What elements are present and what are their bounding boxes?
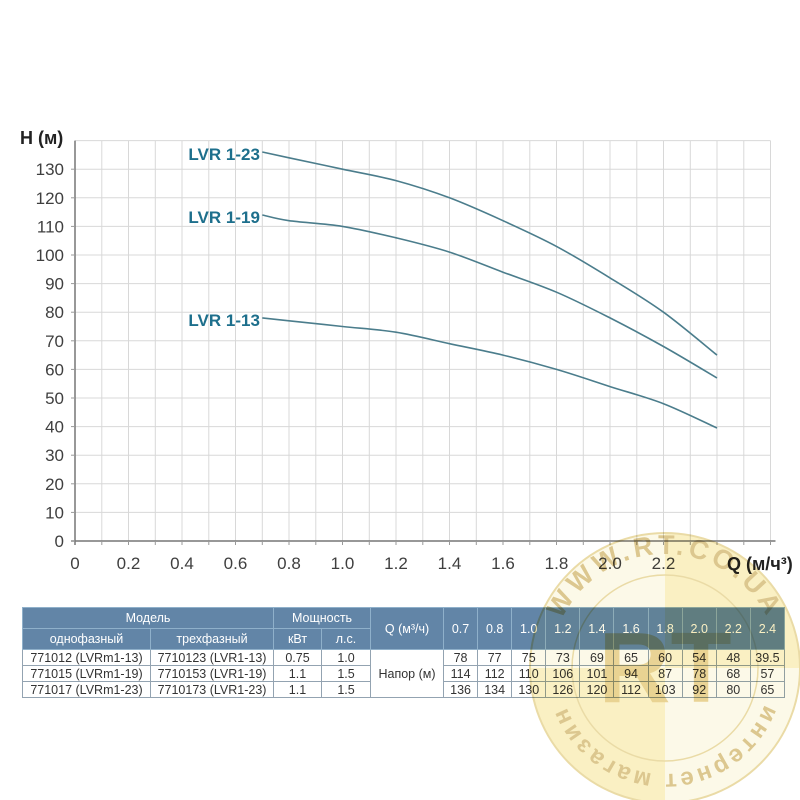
col-header-q-value: 0.7 <box>443 607 479 650</box>
cell-model-single: 771012 (LVRm1-13) <box>22 649 151 666</box>
x-tick-label: 1.6 <box>491 554 515 573</box>
cell-head-value: 92 <box>681 681 717 698</box>
cell-head-value: 87 <box>647 665 683 682</box>
y-tick-label: 50 <box>45 389 64 408</box>
col-header-q-value: 2.2 <box>715 607 751 650</box>
pump-curve <box>262 317 718 429</box>
cell-head-value: 126 <box>545 681 581 698</box>
cell-head-value: 73 <box>545 649 581 666</box>
cell-head-value: 103 <box>647 681 683 698</box>
cell-power-hp: 1.5 <box>320 665 372 682</box>
cell-power-kw: 0.75 <box>273 649 322 666</box>
cell-model-three: 7710173 (LVR1-23) <box>150 681 274 698</box>
cell-head-label: Напор (м) <box>370 649 445 698</box>
cell-head-value: 75 <box>511 649 547 666</box>
pump-curve-chart: 0 10 20 30 40 50 60 70 80 90 100 110 120 130 0 0.2 0.4 0.… <box>20 128 793 574</box>
cell-head-value: 69 <box>579 649 615 666</box>
x-tick-label: 0.4 <box>170 554 194 573</box>
cell-head-value: 39.5 <box>749 649 786 666</box>
x-tick-label: 1.2 <box>384 554 408 573</box>
col-header-q-value: 1.8 <box>647 607 683 650</box>
col-header-model: Модель <box>22 607 274 629</box>
col-header-q-value: 1.2 <box>545 607 581 650</box>
col-header-three-phase: трехфазный <box>150 628 274 650</box>
cell-head-value: 54 <box>681 649 717 666</box>
cell-head-value: 112 <box>613 681 649 698</box>
cell-power-hp: 1.5 <box>320 681 372 698</box>
cell-power-kw: 1.1 <box>273 681 322 698</box>
cell-model-single: 771017 (LVRm1-23) <box>22 681 151 698</box>
col-header-single-phase: однофазный <box>22 628 151 650</box>
cell-head-value: 136 <box>443 681 479 698</box>
y-tick-label: 70 <box>45 332 64 351</box>
x-tick-label: 0.8 <box>277 554 301 573</box>
cell-head-value: 106 <box>545 665 581 682</box>
col-header-hp: л.с. <box>320 628 372 650</box>
curve-label: LVR 1-13 <box>188 311 263 330</box>
cell-power-kw: 1.1 <box>273 665 322 682</box>
col-header-q-value: 0.8 <box>477 607 513 650</box>
cell-head-value: 57 <box>749 665 786 682</box>
cell-head-value: 120 <box>579 681 615 698</box>
cell-head-value: 65 <box>749 681 786 698</box>
x-tick-label: 1.0 <box>331 554 355 573</box>
col-header-q-value: 1.4 <box>579 607 615 650</box>
x-tick-label: 0.2 <box>117 554 141 573</box>
col-header-q-value: 1.0 <box>511 607 547 650</box>
y-tick-label: 90 <box>45 275 64 294</box>
cell-head-value: 68 <box>715 665 751 682</box>
cell-head-value: 114 <box>443 665 479 682</box>
y-tick-label: 20 <box>45 475 64 494</box>
cell-head-value: 65 <box>613 649 649 666</box>
y-tick-label: 30 <box>45 446 64 465</box>
col-header-q-value: 2.0 <box>681 607 717 650</box>
y-tick-label: 130 <box>36 160 64 179</box>
pump-curve <box>262 214 718 379</box>
cell-head-value: 48 <box>715 649 751 666</box>
cell-head-value: 134 <box>477 681 513 698</box>
cell-head-value: 80 <box>715 681 751 698</box>
x-tick-label: 1.8 <box>545 554 569 573</box>
cell-head-value: 78 <box>681 665 717 682</box>
col-header-q-value: 1.6 <box>613 607 649 650</box>
x-tick-label: 2.2 <box>652 554 676 573</box>
y-tick-label: 80 <box>45 303 64 322</box>
cell-model-three: 7710123 (LVR1-13) <box>150 649 274 666</box>
cell-head-value: 110 <box>511 665 547 682</box>
chart-canvas: 0 10 20 30 40 50 60 70 80 90 100 110 120 130 0 0.2 0.4 0.… <box>20 128 793 574</box>
pump-curve <box>262 151 718 356</box>
x-tick-label: 1.4 <box>438 554 462 573</box>
curve-label: LVR 1-19 <box>188 208 263 227</box>
x-tick-label: 0 <box>70 554 79 573</box>
y-tick-label: 40 <box>45 418 64 437</box>
y-tick-label: 60 <box>45 360 64 379</box>
cell-power-hp: 1.0 <box>320 649 372 666</box>
col-header-kw: кВт <box>273 628 322 650</box>
cell-head-value: 60 <box>647 649 683 666</box>
y-tick-label: 100 <box>36 246 64 265</box>
x-tick-label: 2.0 <box>598 554 622 573</box>
watermark-bottom-arc-text: интернет магазин <box>546 702 784 795</box>
cell-head-value: 94 <box>613 665 649 682</box>
col-header-power: Мощность <box>272 607 372 629</box>
cell-head-value: 112 <box>477 665 513 682</box>
table-row: 771012 (LVRm1-13) 7710123 (LVR1-13) 0.75 1.… <box>22 649 786 698</box>
y-tick-label: 110 <box>37 217 64 236</box>
curve-label: LVR 1-23 <box>188 145 263 164</box>
y-tick-label: 10 <box>45 503 64 522</box>
col-header-q: Q (м³/ч) <box>370 607 445 650</box>
cell-head-value: 101 <box>579 665 615 682</box>
x-tick-label: 0.6 <box>224 554 248 573</box>
cell-head-value: 77 <box>477 649 513 666</box>
cell-model-three: 7710153 (LVR1-19) <box>150 665 274 682</box>
cell-head-value: 130 <box>511 681 547 698</box>
col-header-q-value: 2.4 <box>749 607 786 650</box>
cell-head-value: 78 <box>443 649 479 666</box>
y-tick-label: 120 <box>36 189 64 208</box>
pump-spec-table: Модель Мощность Q (м³/ч) 0.7 0.8 1.0 1.2 1.4 1.6… <box>22 607 786 698</box>
cell-model-single: 771015 (LVRm1-19) <box>22 665 151 682</box>
y-axis-title: H (м) <box>20 128 63 148</box>
x-axis-title: Q (м/ч³) <box>727 554 793 574</box>
y-tick-label: 0 <box>55 532 64 551</box>
